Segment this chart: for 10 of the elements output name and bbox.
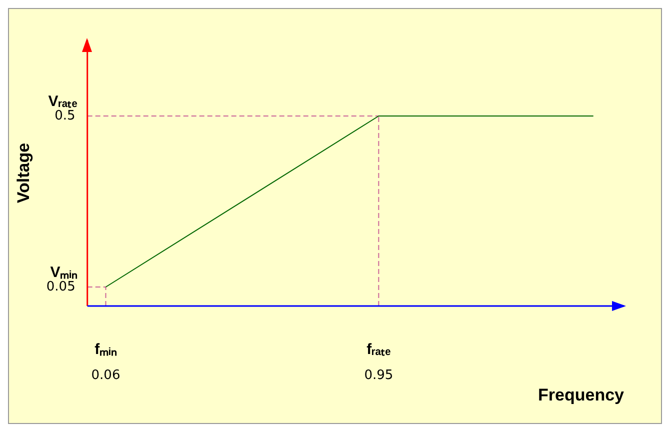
x-tick-label: 0.06: [91, 368, 120, 384]
x-tick-label: 0.95: [364, 368, 394, 384]
annotation: Vₘᵢₙ: [50, 264, 78, 281]
y-tick-label: 0.05: [46, 279, 76, 294]
annotation: fᵣₐₜₑ: [366, 341, 392, 358]
y-axis-title: Voltage: [14, 142, 33, 204]
annotation: Vᵣₐₜₑ: [48, 93, 78, 110]
annotation: fₘᵢₙ: [94, 341, 117, 358]
x-axis-title: Frequency: [538, 385, 625, 404]
y-tick-label: 0.5: [54, 108, 76, 124]
